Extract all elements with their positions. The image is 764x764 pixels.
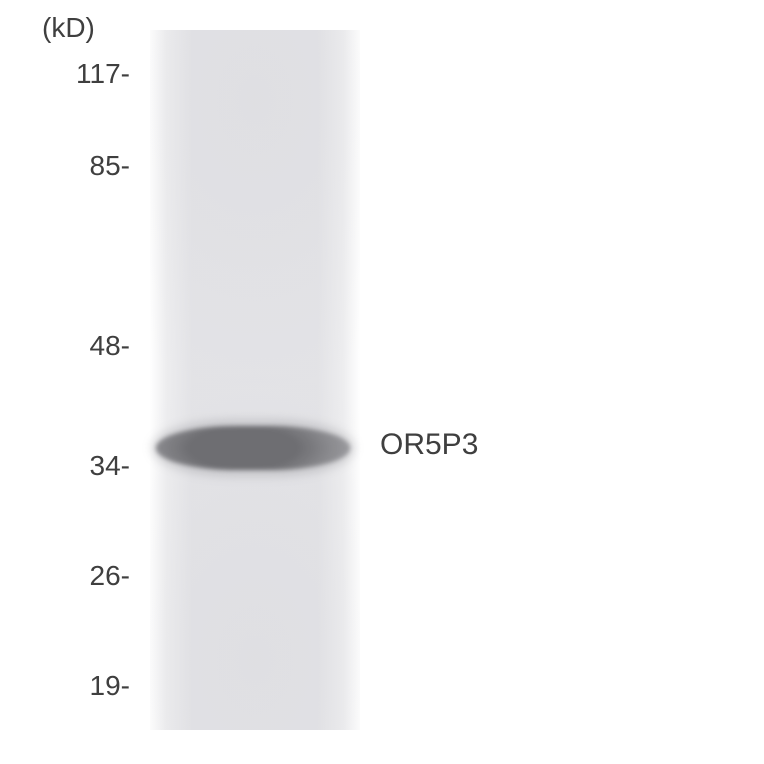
band-or5p3 <box>150 426 360 470</box>
band-core <box>156 426 350 470</box>
marker-label: 48- <box>0 330 130 362</box>
marker-label: 19- <box>0 670 130 702</box>
marker-label: 34- <box>0 450 130 482</box>
marker-label: 26- <box>0 560 130 592</box>
unit-label: (kD) <box>42 12 95 44</box>
marker-label: 117- <box>0 58 130 90</box>
blot-lane-texture <box>150 30 360 730</box>
marker-label: 85- <box>0 150 130 182</box>
blot-lane <box>150 30 360 730</box>
band-label-or5p3: OR5P3 <box>380 428 478 462</box>
